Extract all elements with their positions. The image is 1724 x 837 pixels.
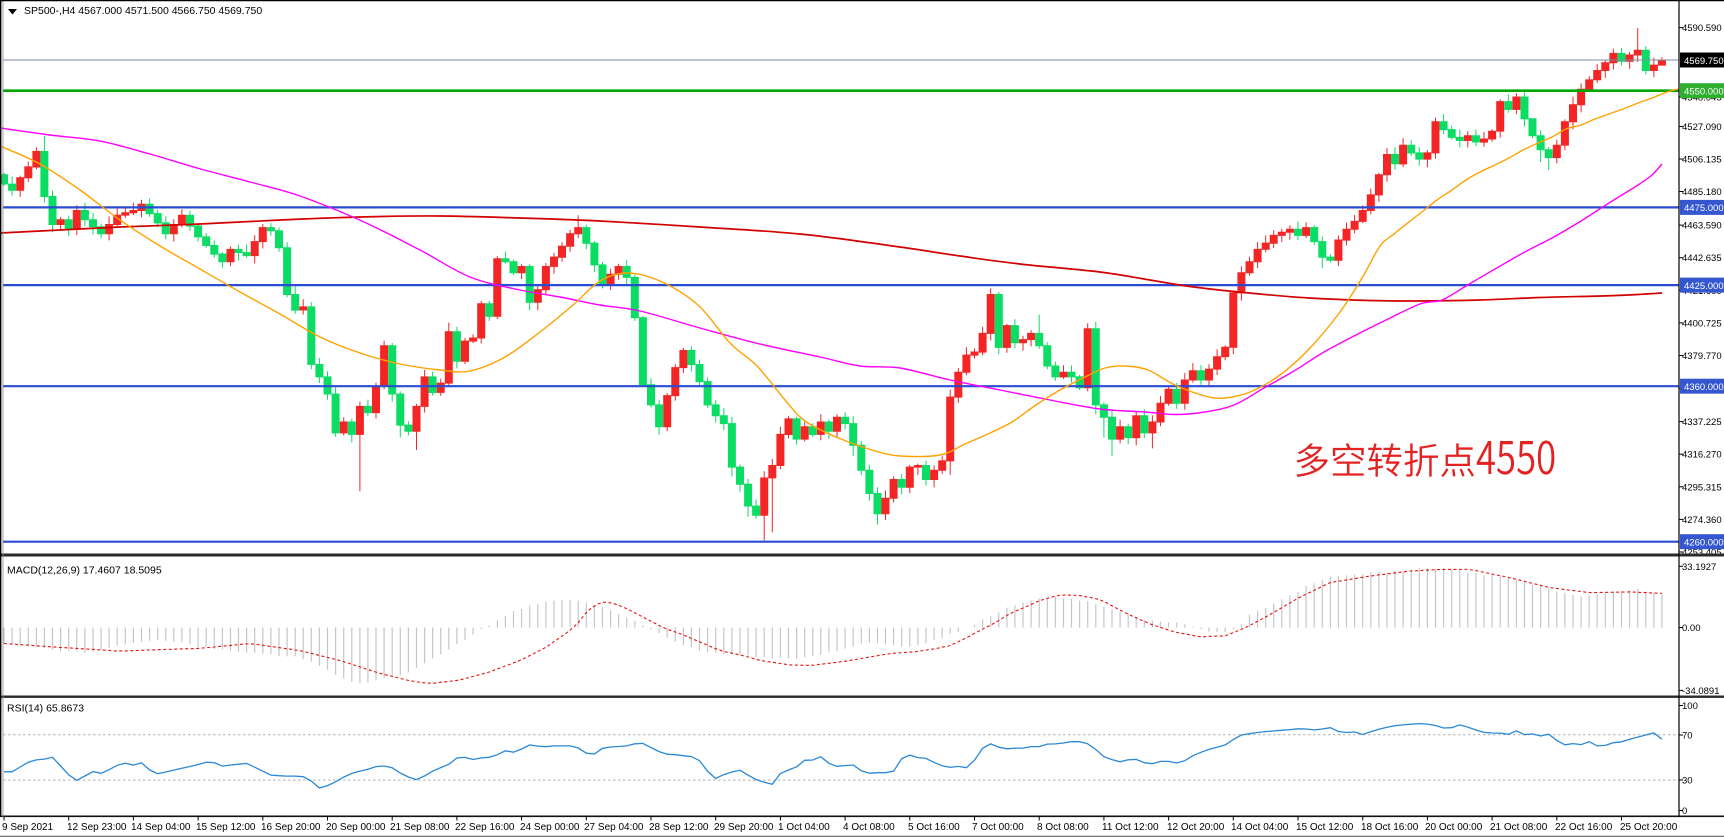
svg-text:28 Sep 12:00: 28 Sep 12:00 xyxy=(649,822,709,833)
svg-text:20 Sep 00:00: 20 Sep 00:00 xyxy=(326,822,386,833)
svg-text:4260.000: 4260.000 xyxy=(1684,538,1724,549)
svg-text:12 Oct 20:00: 12 Oct 20:00 xyxy=(1167,822,1225,833)
svg-text:4475.000: 4475.000 xyxy=(1684,203,1724,214)
svg-text:22 Oct 16:00: 22 Oct 16:00 xyxy=(1555,822,1613,833)
svg-text:0.00: 0.00 xyxy=(1682,623,1701,634)
svg-text:4360.000: 4360.000 xyxy=(1684,382,1724,393)
svg-text:18 Oct 16:00: 18 Oct 16:00 xyxy=(1361,822,1419,833)
svg-text:SP500-,H4 4567.000 4571.500 4: SP500-,H4 4567.000 4571.500 4566.750 456… xyxy=(24,5,262,17)
svg-text:4527.090: 4527.090 xyxy=(1682,122,1722,133)
svg-text:-34.0891: -34.0891 xyxy=(1682,686,1720,697)
svg-text:4274.360: 4274.360 xyxy=(1682,515,1722,526)
svg-text:16 Sep 20:00: 16 Sep 20:00 xyxy=(261,822,321,833)
svg-text:100: 100 xyxy=(1682,701,1698,712)
svg-text:4442.635: 4442.635 xyxy=(1682,253,1722,264)
svg-text:15 Sep 12:00: 15 Sep 12:00 xyxy=(196,822,256,833)
svg-text:MACD(12,26,9) 17.4607 18.5095: MACD(12,26,9) 17.4607 18.5095 xyxy=(7,565,162,577)
svg-text:12 Sep 23:00: 12 Sep 23:00 xyxy=(67,822,127,833)
svg-text:20 Oct 00:00: 20 Oct 00:00 xyxy=(1425,822,1483,833)
svg-text:8 Oct 08:00: 8 Oct 08:00 xyxy=(1037,822,1089,833)
svg-text:4379.770: 4379.770 xyxy=(1682,351,1722,362)
svg-text:11 Oct 12:00: 11 Oct 12:00 xyxy=(1102,822,1159,833)
svg-text:4485.180: 4485.180 xyxy=(1682,187,1722,198)
svg-text:4316.270: 4316.270 xyxy=(1682,450,1722,461)
svg-text:70: 70 xyxy=(1682,731,1693,742)
svg-text:4400.725: 4400.725 xyxy=(1682,318,1722,329)
svg-text:30: 30 xyxy=(1682,776,1693,787)
svg-text:4569.750: 4569.750 xyxy=(1684,56,1724,67)
svg-text:RSI(14) 65.8673: RSI(14) 65.8673 xyxy=(7,703,84,715)
svg-text:7 Oct 00:00: 7 Oct 00:00 xyxy=(972,822,1024,833)
svg-text:4337.225: 4337.225 xyxy=(1682,417,1722,428)
svg-text:14 Sep 04:00: 14 Sep 04:00 xyxy=(131,822,191,833)
svg-text:21 Oct 08:00: 21 Oct 08:00 xyxy=(1490,822,1548,833)
svg-text:25 Oct 20:00: 25 Oct 20:00 xyxy=(1620,822,1678,833)
svg-text:4590.590: 4590.590 xyxy=(1682,23,1722,34)
svg-text:27 Sep 04:00: 27 Sep 04:00 xyxy=(584,822,644,833)
svg-text:21 Sep 08:00: 21 Sep 08:00 xyxy=(390,822,450,833)
svg-text:5 Oct 16:00: 5 Oct 16:00 xyxy=(908,822,960,833)
svg-text:4 Oct 08:00: 4 Oct 08:00 xyxy=(843,822,895,833)
svg-text:4550.000: 4550.000 xyxy=(1684,87,1724,98)
svg-text:22 Sep 16:00: 22 Sep 16:00 xyxy=(455,822,515,833)
svg-text:4253.405: 4253.405 xyxy=(1682,548,1722,559)
svg-text:14 Oct 04:00: 14 Oct 04:00 xyxy=(1231,822,1289,833)
svg-text:24 Sep 00:00: 24 Sep 00:00 xyxy=(520,822,580,833)
svg-text:33.1927: 33.1927 xyxy=(1682,562,1716,573)
svg-text:4463.590: 4463.590 xyxy=(1682,221,1722,232)
svg-text:4425.000: 4425.000 xyxy=(1684,281,1724,292)
svg-text:0: 0 xyxy=(1682,806,1687,817)
svg-text:4295.315: 4295.315 xyxy=(1682,482,1722,493)
svg-text:15 Oct 12:00: 15 Oct 12:00 xyxy=(1296,822,1354,833)
svg-text:4506.135: 4506.135 xyxy=(1682,155,1722,166)
svg-text:1 Oct 04:00: 1 Oct 04:00 xyxy=(778,822,830,833)
svg-text:9 Sep 2021: 9 Sep 2021 xyxy=(2,822,54,833)
svg-text:29 Sep 20:00: 29 Sep 20:00 xyxy=(714,822,774,833)
